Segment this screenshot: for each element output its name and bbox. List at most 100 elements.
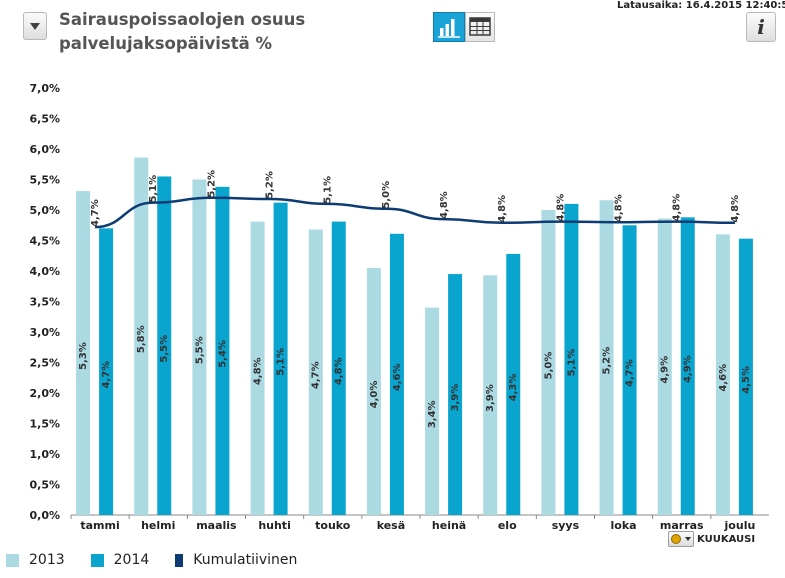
x-tick-label: maalis	[196, 519, 237, 532]
y-tick-label: 3,5%	[29, 296, 60, 309]
chart-view-button[interactable]	[433, 12, 465, 42]
data-label-2013: 5,2%	[602, 347, 613, 375]
y-tick-label: 0,0%	[29, 509, 60, 522]
legend-item-2014: 2014	[90, 552, 150, 568]
chart-title-line1: Sairauspoissaolojen osuus	[59, 10, 306, 29]
x-tick-label: marras	[660, 519, 704, 532]
y-tick-label: 0,5%	[29, 479, 60, 492]
bar-2014	[622, 225, 637, 515]
legend-swatch-cumulative	[175, 553, 184, 567]
legend-swatch-2013	[6, 553, 19, 567]
x-tick-label: syys	[552, 519, 580, 532]
data-label-2014: 4,7%	[101, 361, 112, 389]
data-label-2014: 5,5%	[159, 335, 170, 363]
chart-title-line2: palvelujaksopäivistä %	[59, 34, 273, 53]
x-tick-label: loka	[611, 519, 637, 532]
bar-2014	[99, 228, 114, 516]
data-label-cumulative: 5,0%	[381, 181, 392, 209]
legend-label-cumulative: Kumulatiivinen	[193, 552, 298, 568]
x-tick-label: kesä	[377, 519, 405, 532]
data-label-cumulative: 5,1%	[323, 176, 334, 204]
data-label-2014: 4,3%	[508, 374, 519, 402]
x-tick-label: huhti	[258, 519, 291, 532]
legend-swatch-2014	[90, 553, 104, 567]
data-label-2013: 4,8%	[253, 357, 264, 385]
bar-2013	[308, 229, 323, 515]
bar-2013	[134, 157, 149, 516]
y-tick-label: 5,0%	[29, 204, 60, 217]
data-label-cumulative: 4,8%	[614, 194, 625, 222]
y-tick-label: 4,5%	[29, 235, 60, 248]
data-label-2014: 4,5%	[741, 366, 752, 394]
data-label-2014: 4,9%	[683, 355, 694, 383]
time-circle-icon	[671, 534, 681, 544]
y-tick-label: 1,5%	[29, 418, 60, 431]
x-tick-label: helmi	[141, 519, 175, 532]
x-tick-label: joulu	[724, 519, 756, 532]
y-tick-label: 4,0%	[29, 265, 60, 278]
x-tick-label: tammi	[80, 519, 119, 532]
bar-chart-icon	[438, 19, 460, 38]
legend-label-2013: 2013	[29, 552, 65, 568]
data-label-2014: 5,1%	[566, 349, 577, 377]
bar-2014	[215, 186, 230, 515]
bar-2014	[389, 233, 404, 516]
chevron-down-icon	[685, 537, 691, 541]
load-timestamp: Latausaika: 16.4.2015 12:40:59	[617, 0, 785, 11]
x-tick-label: touko	[315, 519, 351, 532]
data-label-cumulative: 4,8%	[672, 194, 683, 222]
data-label-2013: 4,6%	[718, 364, 729, 392]
bar-2013	[715, 234, 730, 515]
bar-2014	[564, 203, 579, 515]
bar-2014	[273, 202, 288, 515]
bar-2013	[541, 210, 556, 515]
data-label-2013: 4,0%	[369, 381, 380, 409]
bar-2014	[738, 238, 753, 516]
data-label-2013: 5,5%	[194, 336, 205, 364]
bar-2014	[331, 221, 346, 515]
bar-2014	[680, 217, 695, 515]
data-label-2014: 3,9%	[450, 384, 461, 412]
data-label-2013: 4,7%	[311, 361, 322, 389]
x-tick-label: elo	[498, 519, 517, 532]
bar-2013	[250, 221, 265, 515]
info-button[interactable]: i	[746, 12, 776, 42]
data-label-2013: 5,8%	[136, 325, 147, 353]
data-label-2013: 4,9%	[660, 356, 671, 384]
y-tick-label: 3,0%	[29, 326, 60, 339]
bar-2014	[157, 176, 172, 515]
data-label-cumulative: 4,7%	[90, 199, 101, 227]
y-tick-label: 2,5%	[29, 357, 60, 370]
data-label-cumulative: 4,8%	[555, 194, 566, 222]
period-selector[interactable]: KUUKAUSI	[668, 531, 755, 547]
bar-2013	[366, 267, 381, 515]
chart-title: Sairauspoissaolojen osuus palvelujaksopä…	[59, 8, 305, 56]
bar-2013	[192, 179, 207, 515]
legend-label-2014: 2014	[113, 552, 150, 568]
period-label: KUUKAUSI	[697, 533, 756, 545]
y-tick-label: 1,0%	[29, 448, 60, 461]
legend-item-cumulative: Kumulatiivinen	[175, 552, 297, 568]
legend-item-2013: 2013	[6, 552, 65, 568]
y-tick-label: 2,0%	[29, 387, 60, 400]
bar-2013	[657, 218, 672, 516]
data-label-cumulative: 5,1%	[148, 175, 159, 203]
chart-legend: 2013 2014 Kumulatiivinen	[6, 552, 323, 568]
cumulative-line	[95, 196, 735, 229]
period-selector-icon	[668, 531, 694, 547]
y-tick-label: 6,0%	[29, 143, 60, 156]
bar-2014	[448, 274, 463, 515]
data-label-cumulative: 4,8%	[730, 195, 741, 223]
chart-menu-dropdown-button[interactable]	[23, 12, 47, 40]
data-label-2013: 3,9%	[485, 384, 496, 412]
bar-2013	[483, 275, 498, 515]
data-label-2013: 5,3%	[78, 342, 89, 370]
data-label-2014: 4,6%	[392, 364, 403, 392]
table-view-button[interactable]	[465, 12, 495, 42]
data-label-cumulative: 5,2%	[206, 170, 217, 198]
table-icon	[469, 17, 491, 36]
bar-2013	[76, 191, 91, 515]
data-label-2014: 4,7%	[625, 359, 636, 387]
data-label-2013: 3,4%	[427, 400, 438, 428]
